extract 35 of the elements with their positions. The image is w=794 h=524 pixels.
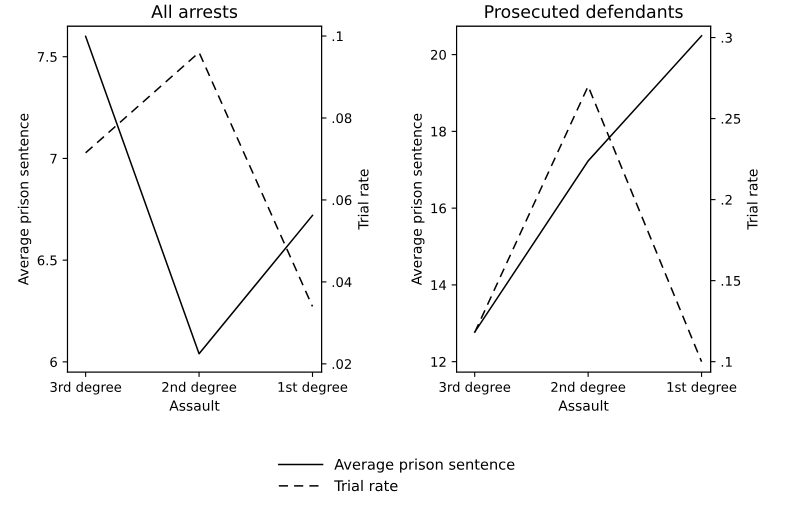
y-tick-label: 7 (50, 154, 57, 164)
y-tick-label: 14 (431, 280, 446, 290)
x-tick-label: 2nd degree (162, 382, 236, 395)
y-tick-label: 20 (431, 50, 446, 60)
legend-label: Average prison sentence (334, 458, 514, 473)
y2-tick-label: .25 (722, 114, 740, 124)
chart-title: All arrests (151, 4, 238, 18)
y-tick-label: 7.5 (38, 52, 57, 62)
y-tick-label: 6.5 (38, 255, 57, 266)
x-tick-label: 1st degree (278, 382, 348, 395)
chart-title: Prosecuted defendants (485, 4, 683, 18)
y-tick-label: 6 (50, 357, 57, 368)
y2-tick-label: .2 (722, 194, 732, 205)
x-tick-label: 1st degree (668, 382, 736, 395)
y2-tick-label: .1 (722, 357, 732, 367)
y2-tick-label: .1 (332, 31, 343, 42)
y-tick-label: 16 (431, 203, 446, 214)
y2-tick-label: .3 (722, 32, 732, 43)
y2-tick-label: .15 (722, 276, 740, 286)
y2-tick-label: .08 (332, 113, 352, 124)
y2-axis-title: Trial rate (358, 169, 369, 230)
x-tick-label: 2nd degree (551, 382, 626, 395)
x-axis-title: Assault (169, 400, 220, 411)
y2-tick-label: .02 (332, 359, 351, 370)
x-axis-title: Assault (558, 400, 609, 411)
y-axis-title: Average prison sentence (411, 114, 424, 286)
y2-tick-label: .06 (332, 195, 352, 206)
y2-axis-title: Trial rate (746, 169, 758, 230)
y-tick-label: 12 (431, 356, 446, 367)
x-tick-label: 3rd degree (50, 382, 122, 395)
y-axis-title: Average prison sentence (18, 114, 32, 286)
legend-label: Trial rate (334, 480, 398, 492)
x-tick-label: 3rd degree (440, 382, 510, 395)
y-tick-label: 18 (431, 126, 446, 137)
y2-tick-label: .04 (332, 277, 352, 288)
